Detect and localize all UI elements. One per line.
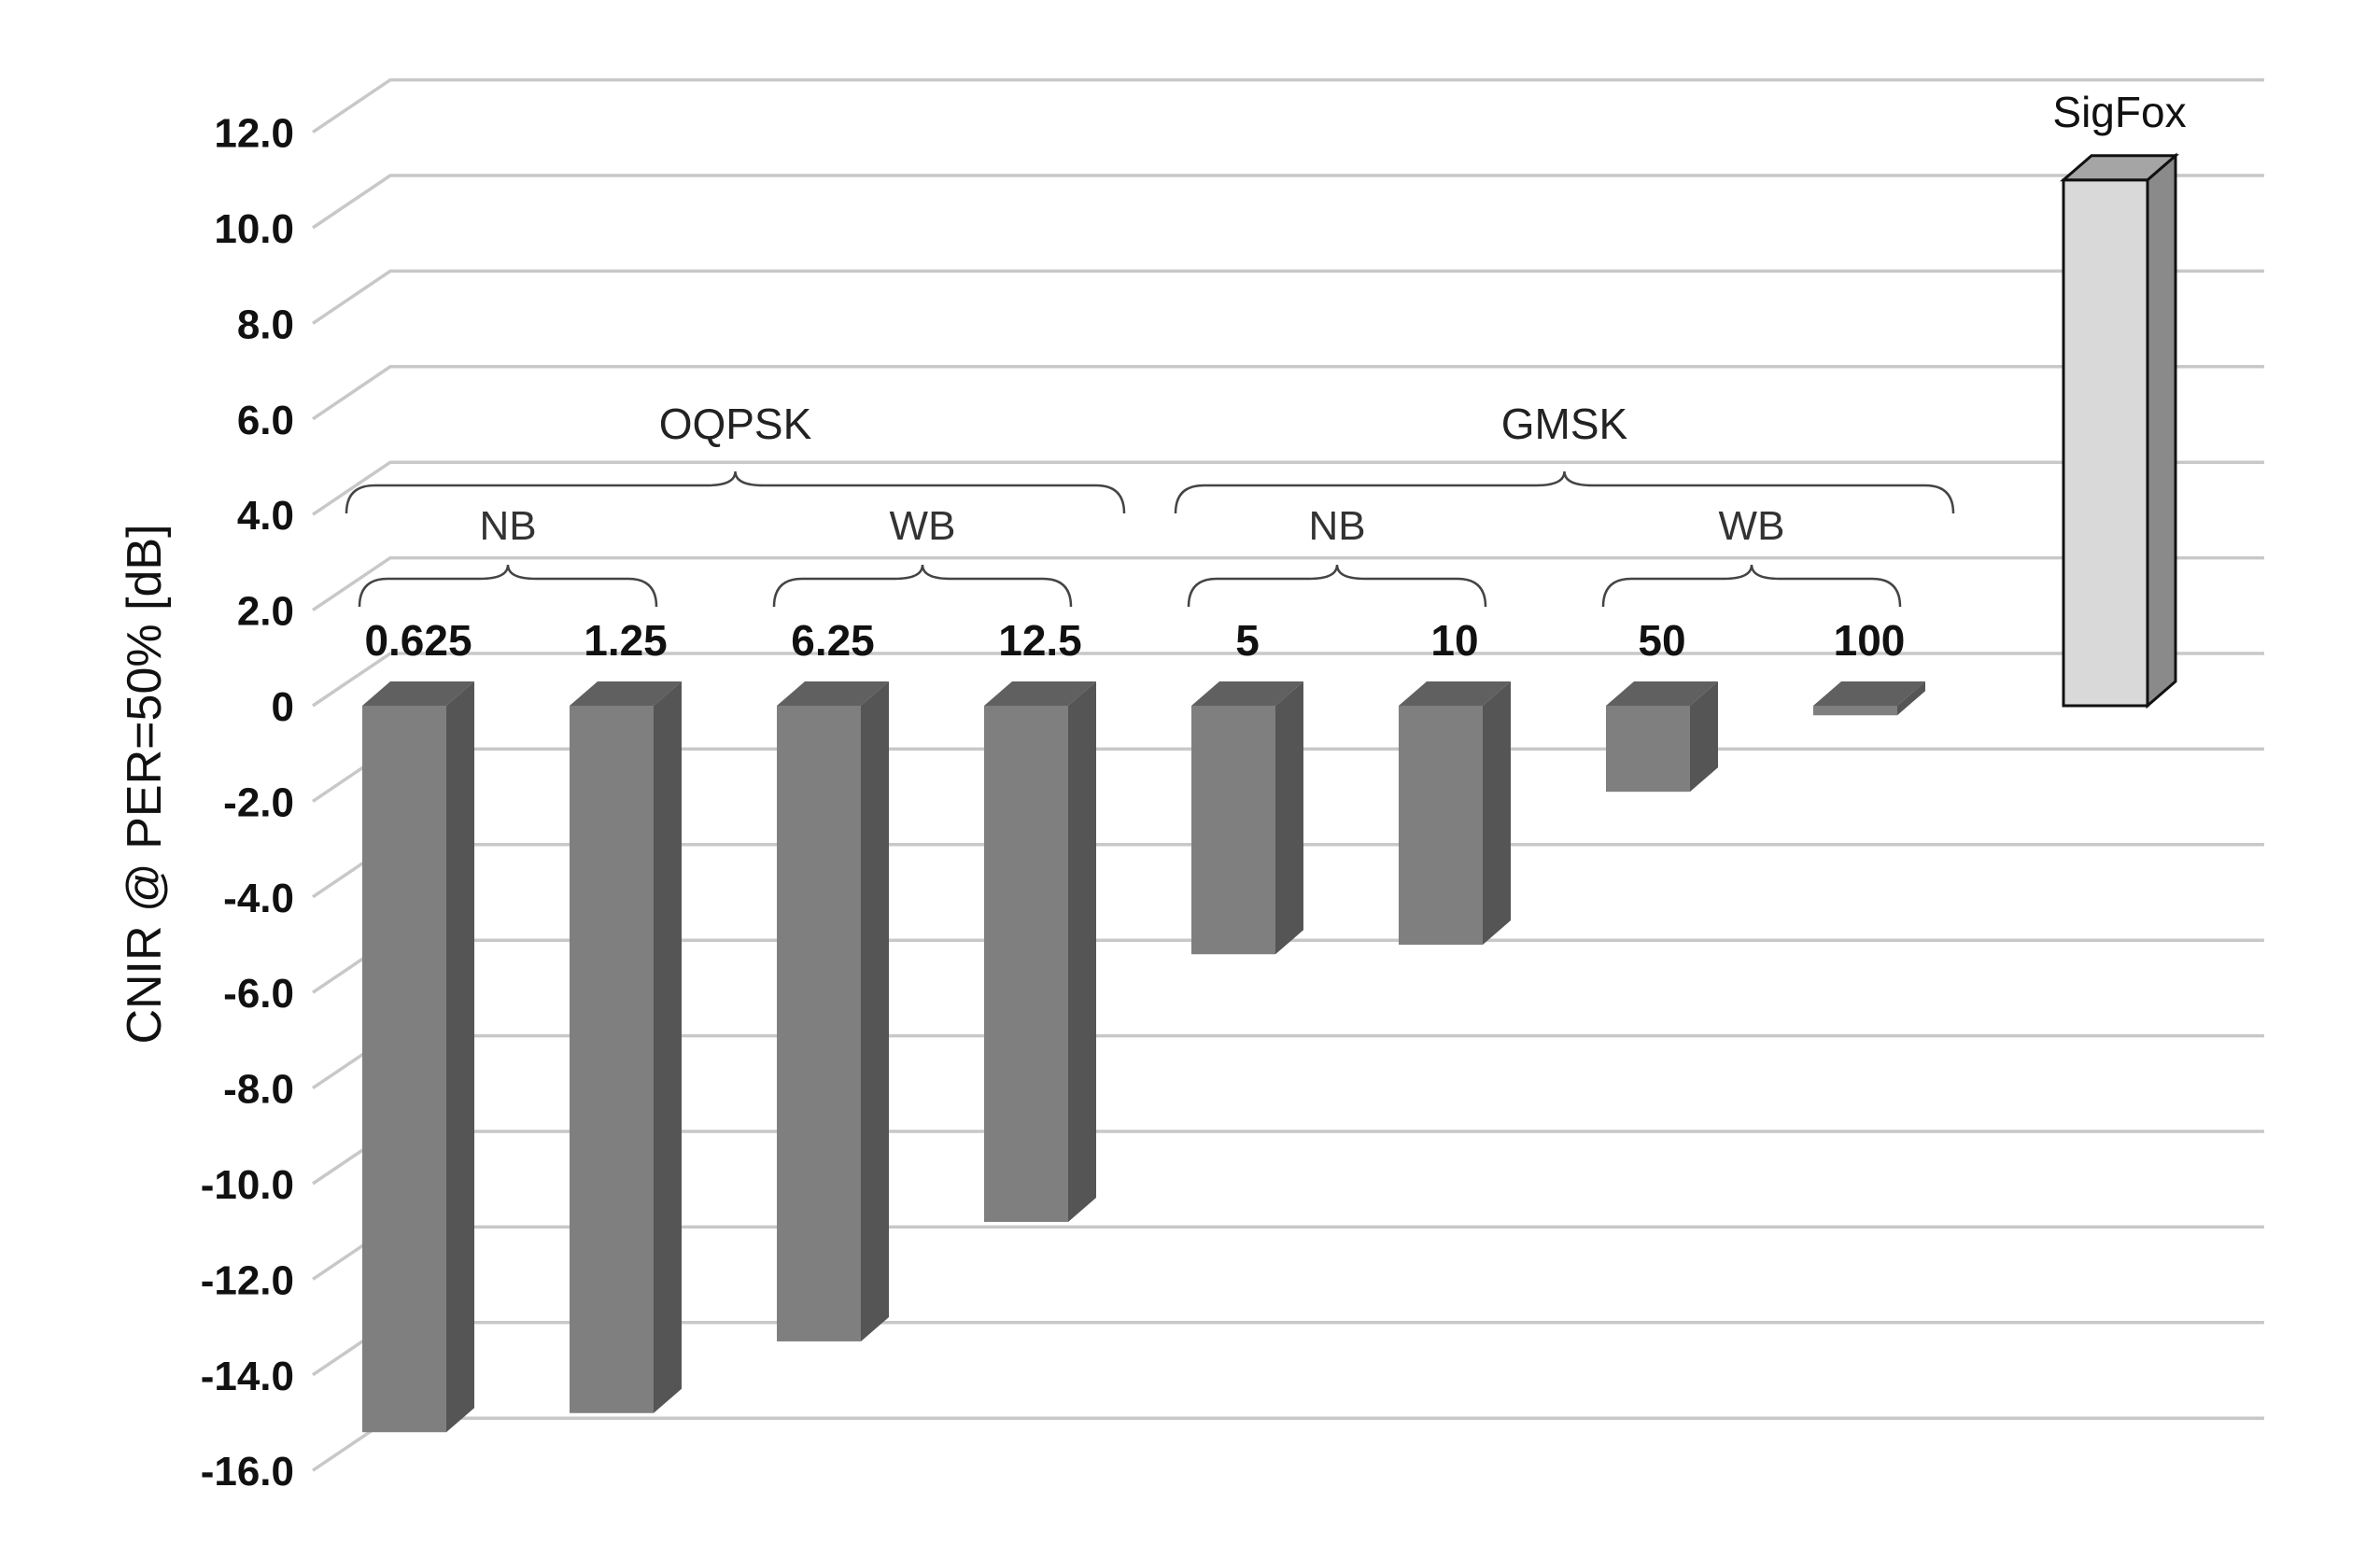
y-tick-label: 8.0 [237, 302, 294, 347]
y-tick-label: -2.0 [223, 779, 294, 825]
gridline [312, 555, 2264, 612]
bar [1606, 681, 1718, 793]
y-tick-label: 6.0 [237, 398, 294, 443]
gridline [312, 269, 2264, 325]
bar-front [362, 706, 446, 1433]
bar-front [1399, 706, 1483, 945]
bar-side [1483, 681, 1511, 945]
bar-front [1606, 706, 1690, 793]
group-braces: OQPSK NB WB GMSK NB WB [345, 400, 1955, 608]
bar-top [362, 681, 474, 706]
gridline [312, 174, 2264, 230]
bar-side [861, 681, 889, 1341]
bar-side [1897, 681, 1925, 716]
group-brace [1174, 470, 1955, 514]
y-tick-label: -6.0 [223, 971, 294, 1017]
y-tick-label: 0 [272, 684, 294, 730]
y-tick-label: -16.0 [201, 1449, 294, 1495]
category-label: 5 [1235, 616, 1260, 665]
bar-top [570, 681, 682, 706]
subgroup-label: WB [1719, 503, 1785, 549]
y-tick-label: -4.0 [223, 876, 294, 921]
bar [1813, 681, 1925, 716]
bar-top [2059, 154, 2180, 182]
gridline [312, 1416, 2264, 1472]
subgroup-brace [358, 564, 658, 608]
y-tick-label: -8.0 [223, 1067, 294, 1113]
group-label: OQPSK [659, 400, 812, 448]
group-label: GMSK [1501, 400, 1628, 448]
category-label: 50 [1638, 616, 1685, 665]
bar-side [654, 681, 682, 1413]
subgroup-brace [1187, 564, 1487, 608]
gridline [312, 77, 2264, 134]
bar [1191, 681, 1303, 955]
bar [2059, 152, 2180, 709]
category-label: 1.25 [584, 616, 668, 665]
y-tick-label: 12.0 [214, 111, 294, 157]
y-tick-label: -10.0 [201, 1162, 294, 1208]
gridline [312, 365, 2264, 421]
category-label: 100 [1834, 616, 1906, 665]
bar-side [2146, 152, 2177, 709]
y-tick-label: 2.0 [237, 589, 294, 635]
bar-front [570, 706, 654, 1413]
bar-top [1813, 681, 1925, 706]
subgroup-brace [1601, 564, 1902, 608]
y-tick-label: 4.0 [237, 493, 294, 539]
bar [362, 681, 474, 1433]
bar-front [1813, 706, 1897, 716]
bar-top [777, 681, 889, 706]
bar-top [1191, 681, 1303, 706]
bar-front [2062, 178, 2149, 708]
category-label: 10 [1430, 616, 1478, 665]
category-label: 0.625 [364, 616, 472, 665]
y-axis-label: CNIR @ PER=50% [dB] [118, 524, 172, 1044]
bar-top [1399, 681, 1511, 706]
bar [1399, 681, 1511, 945]
subgroup-brace [772, 564, 1073, 608]
category-label: 12.5 [998, 616, 1082, 665]
bar-front [984, 706, 1068, 1222]
bar [570, 681, 682, 1413]
bar-side [1068, 681, 1096, 1222]
bar-front [1191, 706, 1275, 955]
bar-top [1606, 681, 1718, 706]
y-tick-label: 10.0 [214, 206, 294, 252]
y-tick-label: -12.0 [201, 1257, 294, 1303]
y-axis-ticks: 12.0 10.0 8.0 6.0 4.0 2.0 0 -2.0 -4.0 -6.0 -8.0 -10… [201, 111, 294, 1495]
gridline [312, 652, 2264, 708]
bar-front [777, 706, 861, 1341]
category-labels: 0.625 1.25 6.25 12.5 5 10 50 100 SigFox [364, 88, 2186, 665]
subgroup-label: NB [479, 503, 536, 549]
bar [984, 681, 1096, 1222]
y-tick-label: -14.0 [201, 1354, 294, 1399]
bar [777, 681, 889, 1341]
subgroup-label: NB [1308, 503, 1365, 549]
subgroup-label: WB [890, 503, 956, 549]
bar-top [984, 681, 1096, 706]
category-label: 6.25 [791, 616, 875, 665]
group-brace [345, 470, 1126, 514]
gridline [312, 460, 2264, 516]
category-label: SigFox [2052, 88, 2186, 136]
bar-side [1275, 681, 1303, 955]
bar-side [1690, 681, 1718, 793]
bar-side [446, 681, 474, 1433]
bars [362, 152, 2180, 1433]
